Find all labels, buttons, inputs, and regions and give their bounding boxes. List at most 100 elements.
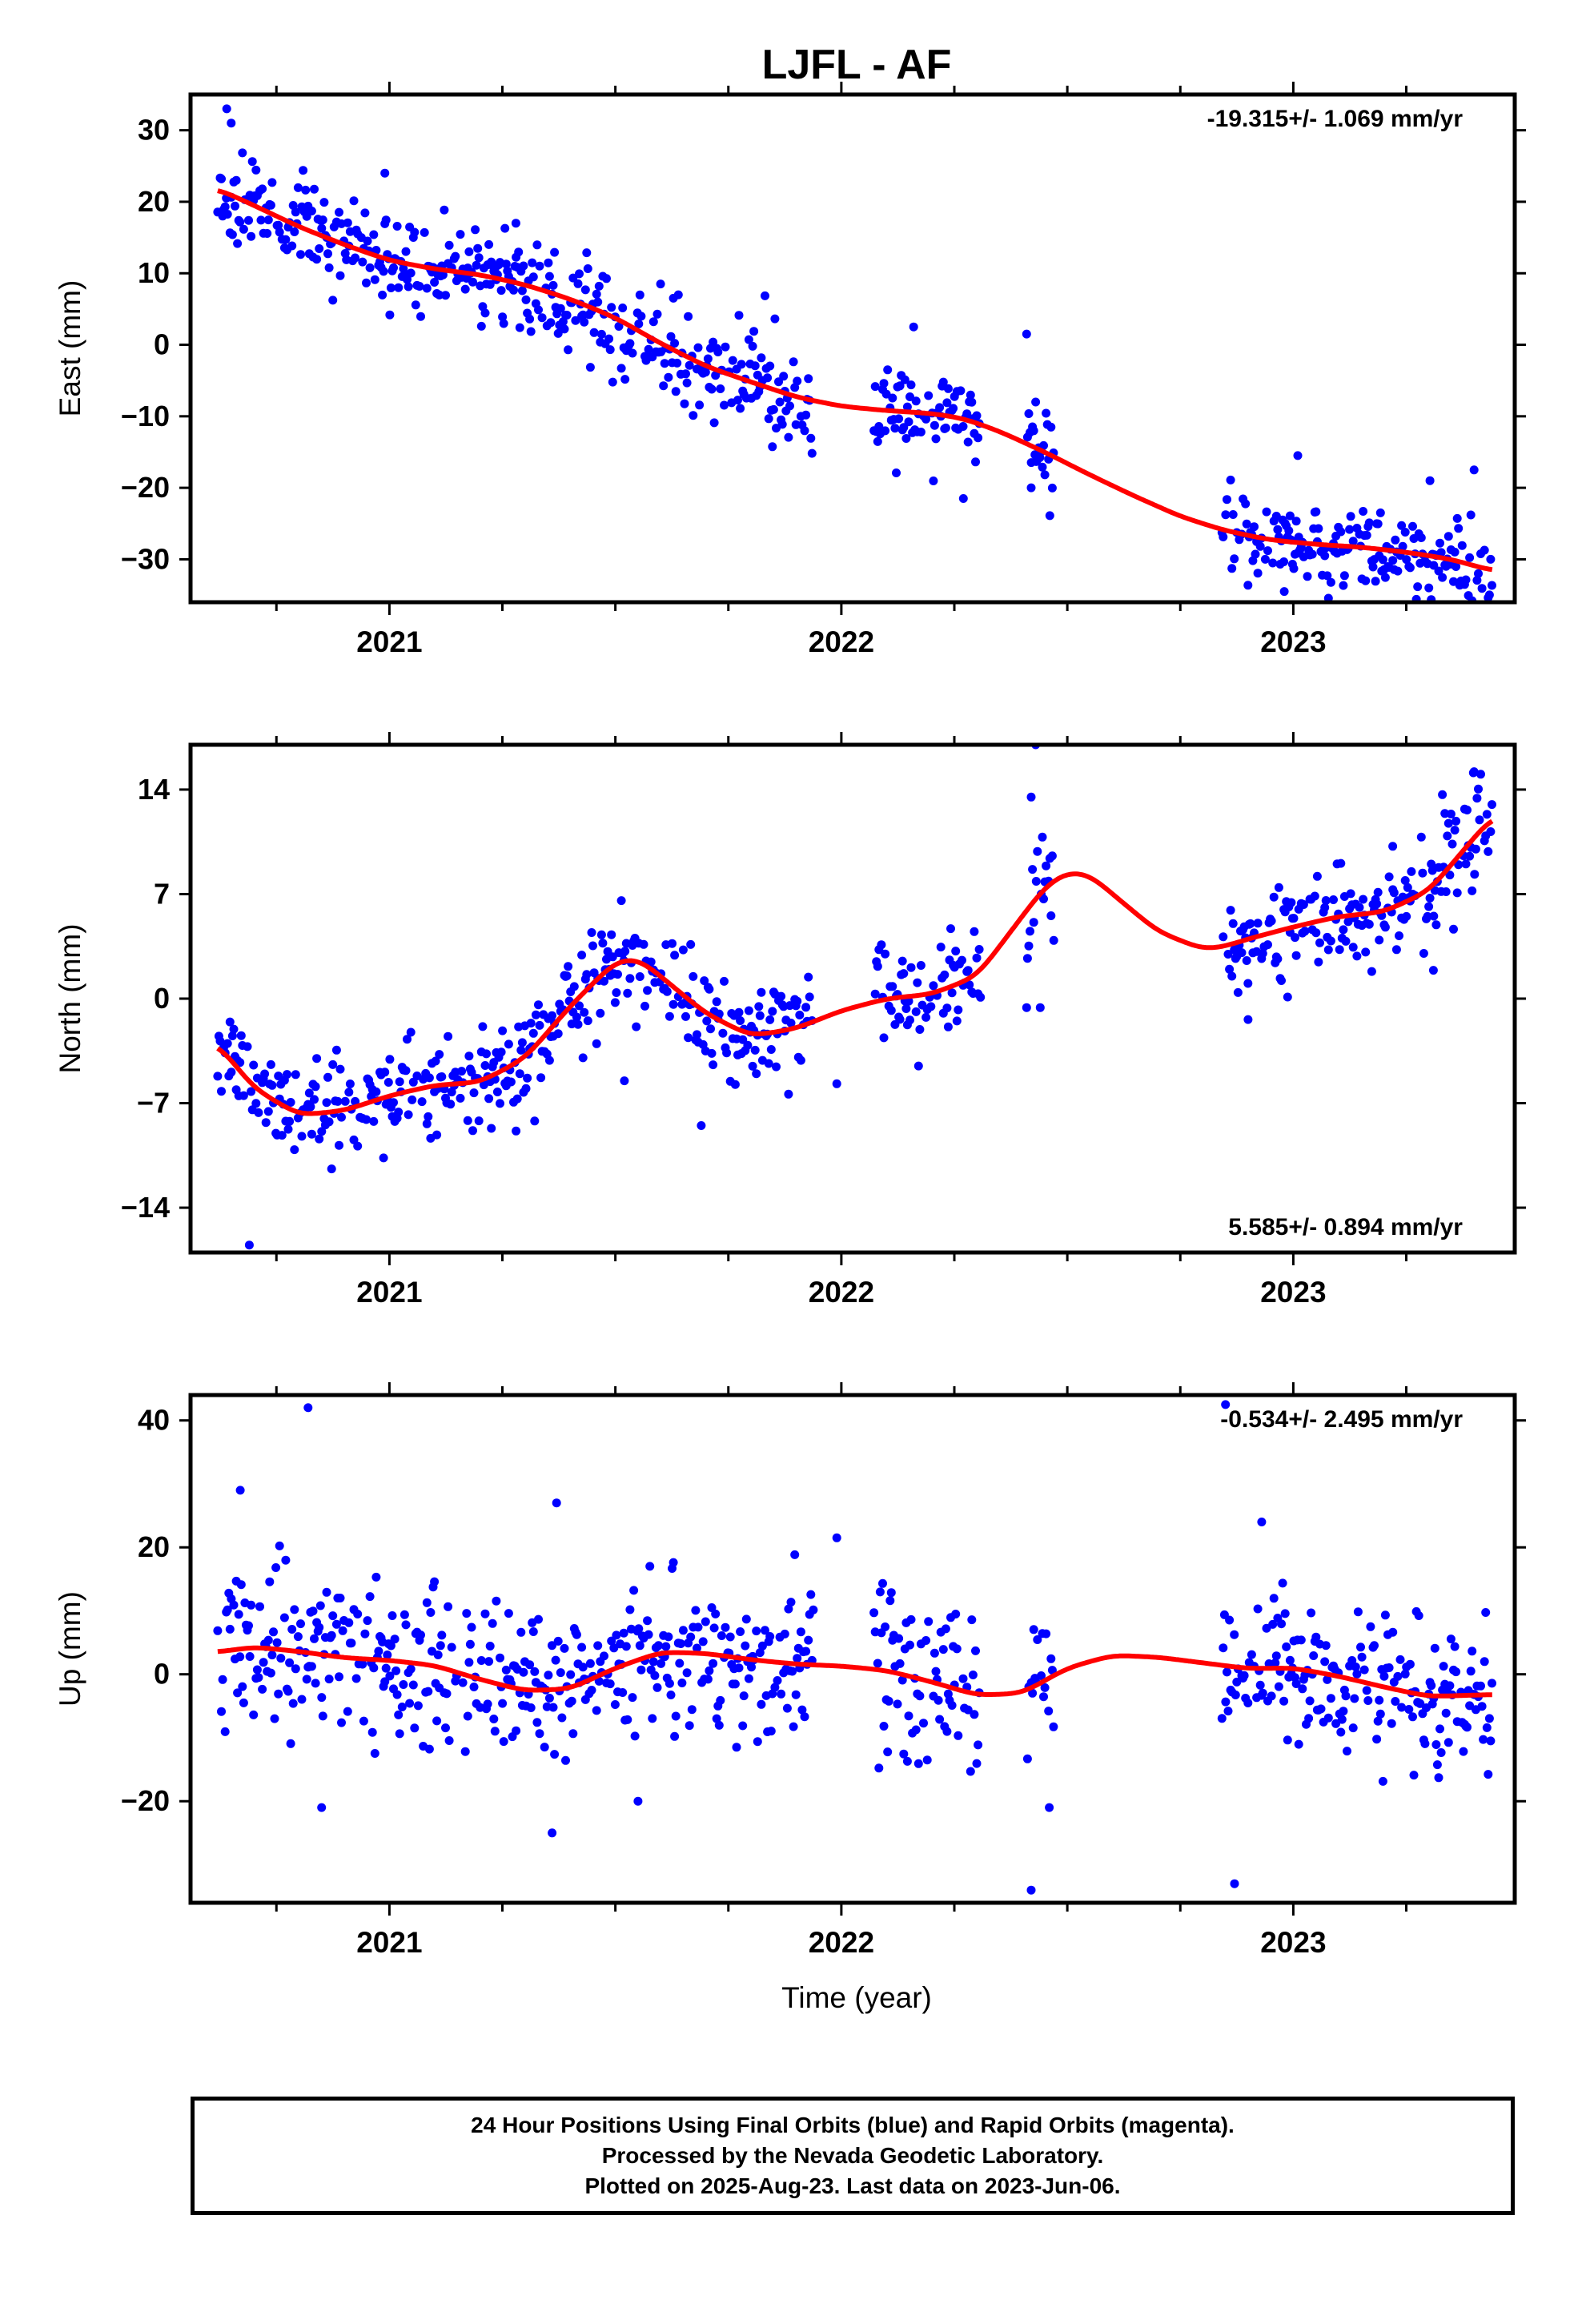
data-point bbox=[544, 258, 553, 267]
data-point bbox=[761, 1626, 769, 1635]
data-point bbox=[1405, 1659, 1415, 1669]
data-point bbox=[644, 1630, 653, 1639]
data-point bbox=[757, 1699, 766, 1709]
data-point bbox=[1228, 919, 1238, 928]
data-point bbox=[1375, 508, 1385, 517]
data-point bbox=[744, 1006, 753, 1015]
data-point bbox=[596, 1008, 605, 1018]
data-point bbox=[670, 951, 680, 960]
data-point bbox=[1356, 1642, 1365, 1652]
data-point bbox=[714, 1720, 724, 1730]
data-point bbox=[1391, 945, 1401, 955]
data-point bbox=[252, 1665, 262, 1675]
data-point bbox=[744, 335, 753, 344]
data-point bbox=[669, 999, 678, 1009]
data-point bbox=[275, 227, 284, 237]
data-point bbox=[1474, 784, 1483, 794]
data-point bbox=[363, 1616, 372, 1626]
data-point bbox=[1476, 614, 1484, 623]
data-point bbox=[344, 1088, 354, 1097]
data-point bbox=[335, 1672, 343, 1682]
data-point bbox=[535, 261, 544, 271]
data-point bbox=[1039, 895, 1048, 903]
data-point bbox=[496, 1653, 504, 1663]
data-point bbox=[360, 208, 370, 218]
data-point bbox=[259, 1658, 268, 1667]
data-point bbox=[343, 1707, 352, 1716]
data-point bbox=[369, 1116, 379, 1126]
data-point bbox=[592, 289, 601, 299]
data-point bbox=[1471, 844, 1480, 854]
data-point bbox=[1446, 1634, 1456, 1644]
data-point bbox=[666, 1691, 676, 1699]
data-point bbox=[974, 433, 983, 443]
data-point bbox=[303, 1403, 313, 1413]
data-point bbox=[905, 1015, 914, 1025]
data-point bbox=[1488, 1679, 1496, 1688]
data-point bbox=[515, 323, 524, 332]
plot-frame bbox=[188, 742, 1517, 1255]
data-point bbox=[1242, 519, 1251, 529]
data-point bbox=[516, 1627, 526, 1637]
data-point bbox=[1486, 554, 1496, 564]
data-point bbox=[580, 285, 590, 295]
data-point bbox=[385, 1055, 395, 1064]
data-point bbox=[464, 247, 474, 256]
data-point bbox=[1271, 1659, 1280, 1667]
data-point bbox=[435, 290, 444, 300]
data-point bbox=[1304, 1714, 1314, 1723]
data-point bbox=[897, 956, 907, 966]
data-point bbox=[1370, 1641, 1379, 1651]
data-point bbox=[904, 417, 913, 427]
data-point bbox=[883, 365, 893, 375]
data-point bbox=[892, 468, 901, 477]
data-point bbox=[643, 986, 652, 995]
data-point bbox=[390, 1634, 400, 1644]
data-point bbox=[1413, 582, 1423, 592]
data-point bbox=[499, 1737, 508, 1747]
data-point bbox=[301, 185, 311, 195]
data-point bbox=[360, 1629, 370, 1638]
data-point bbox=[1429, 911, 1439, 921]
data-point bbox=[1044, 1707, 1054, 1716]
data-point bbox=[406, 1664, 416, 1674]
data-point bbox=[625, 339, 635, 348]
data-point bbox=[464, 1658, 474, 1667]
data-point bbox=[1339, 925, 1348, 935]
data-point bbox=[233, 1688, 243, 1698]
data-point bbox=[365, 263, 375, 272]
data-point bbox=[413, 1701, 423, 1711]
data-point bbox=[713, 348, 723, 356]
data-point bbox=[553, 1636, 563, 1646]
data-point bbox=[528, 1627, 538, 1636]
data-point bbox=[1250, 522, 1259, 532]
data-point bbox=[1339, 1707, 1348, 1716]
data-point bbox=[768, 442, 777, 452]
data-point bbox=[963, 1705, 973, 1715]
data-point bbox=[643, 1616, 652, 1626]
data-point bbox=[736, 404, 745, 413]
data-point bbox=[620, 375, 630, 384]
data-point bbox=[913, 978, 922, 987]
data-point bbox=[1373, 887, 1383, 897]
data-point bbox=[962, 409, 972, 419]
data-point bbox=[1223, 1707, 1233, 1716]
data-point bbox=[577, 951, 587, 960]
data-point bbox=[415, 282, 424, 291]
data-point bbox=[705, 984, 714, 994]
data-point bbox=[213, 1626, 223, 1635]
data-point bbox=[934, 1695, 943, 1705]
data-point bbox=[1310, 891, 1319, 901]
data-point bbox=[340, 1096, 350, 1106]
data-point bbox=[870, 382, 880, 392]
data-point bbox=[1242, 956, 1251, 965]
data-point bbox=[468, 1126, 477, 1136]
data-point bbox=[1416, 533, 1426, 542]
data-point bbox=[618, 304, 628, 312]
data-point bbox=[488, 1618, 497, 1628]
data-point bbox=[556, 304, 565, 313]
data-point bbox=[1432, 1760, 1442, 1770]
data-point bbox=[1463, 1723, 1472, 1732]
data-point bbox=[680, 399, 689, 408]
data-point bbox=[551, 1655, 560, 1665]
